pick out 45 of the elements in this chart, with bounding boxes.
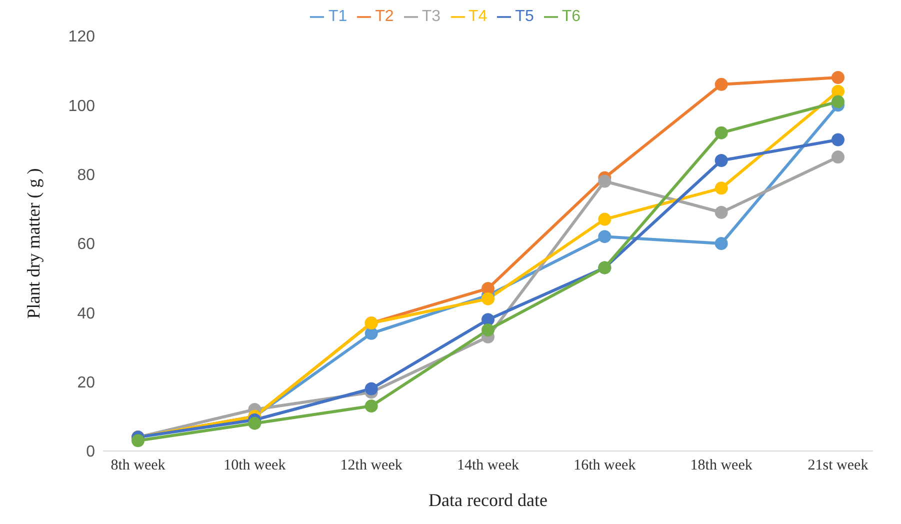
y-tick-label: 100 xyxy=(68,98,96,115)
x-tick-label: 8th week xyxy=(110,458,166,474)
y-tick-label: 60 xyxy=(77,236,96,254)
point xyxy=(364,326,378,340)
point xyxy=(832,133,844,146)
point xyxy=(132,434,144,448)
y-tick-label: 120 xyxy=(68,28,96,46)
legend-label: T6 xyxy=(562,8,581,25)
point xyxy=(482,292,494,306)
point xyxy=(832,95,844,108)
point xyxy=(364,400,378,413)
point xyxy=(714,78,728,91)
point xyxy=(482,323,494,336)
point xyxy=(832,150,844,164)
point xyxy=(248,416,262,430)
point xyxy=(832,71,844,84)
point xyxy=(714,126,728,140)
y-tick-label: 80 xyxy=(77,167,96,184)
y-axis-title: Plant dry matter ( g ) xyxy=(23,168,44,319)
point xyxy=(714,237,728,250)
x-tick-label: 16th week xyxy=(574,458,636,474)
point xyxy=(832,84,844,98)
y-tick-label: 40 xyxy=(77,305,96,322)
point xyxy=(598,230,612,244)
x-tick-label: 14th week xyxy=(456,458,520,474)
point xyxy=(714,154,728,167)
x-tick-label: 21st week xyxy=(808,458,869,474)
point xyxy=(482,282,494,295)
point xyxy=(598,174,612,188)
x-tick-label: 12th week xyxy=(340,458,403,474)
x-axis-title: Data record date xyxy=(428,490,548,510)
point xyxy=(598,212,612,226)
point xyxy=(364,382,378,396)
x-tick-label: 18th week xyxy=(690,458,753,474)
legend-label: T1 xyxy=(328,8,348,25)
point xyxy=(482,313,494,326)
legend-label: T5 xyxy=(515,8,534,25)
y-tick-label: 20 xyxy=(77,374,96,392)
y-tick-label: 0 xyxy=(86,444,96,461)
legend-label: T4 xyxy=(468,8,488,25)
point xyxy=(714,182,728,195)
legend-label: T3 xyxy=(422,8,440,25)
x-tick-label: 10th week xyxy=(224,458,286,474)
point xyxy=(714,206,728,219)
legend-label: T2 xyxy=(375,8,394,25)
